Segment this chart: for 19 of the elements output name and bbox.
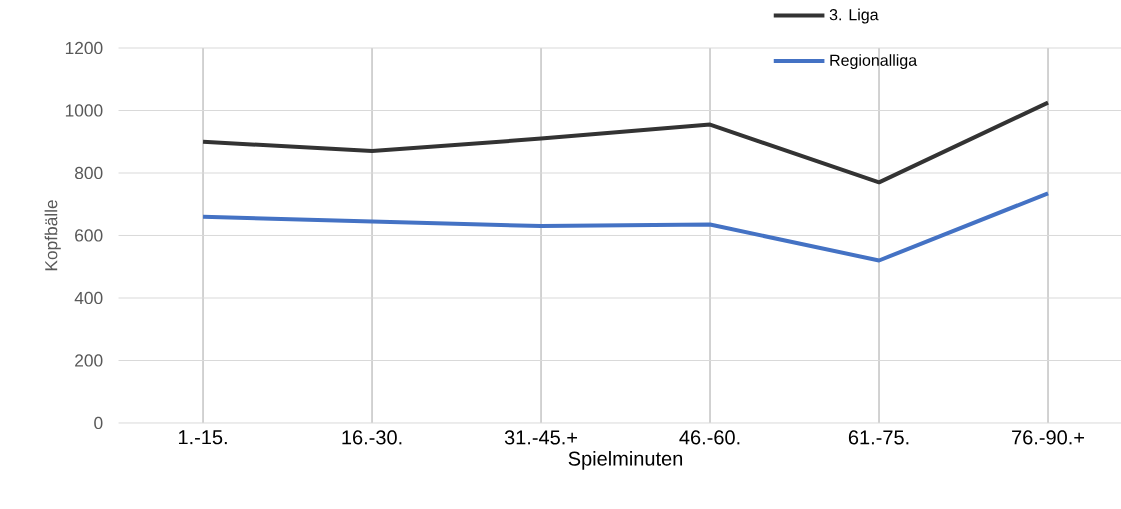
line-series [201,100,1051,185]
x-tick-label: 76.-90.+ [1012,430,1084,445]
y-tick-label: 1000 [65,104,103,117]
y-tick-label: 200 [75,354,103,367]
x-tick-label: 31.-45.+ [504,430,578,445]
y-tick-label: 1200 [65,41,103,55]
x-tick-label: 46.-60. [679,430,740,445]
y-tick-label: 600 [75,229,103,242]
x-tick-label: 61.-75. [848,430,909,445]
y-axis-title: Kopfbälle [44,200,61,271]
y-tick-label: 400 [74,291,103,305]
line-series [201,191,1051,263]
x-axis-title: Spielminuten [568,451,683,470]
y-tick-label: 0 [94,416,103,430]
legend-label: Regionalliga [830,54,918,70]
legend-label: 3. Liga [829,8,879,24]
x-tick-label: 1.-15. [179,430,227,445]
y-tick-label: 800 [75,166,103,180]
x-tick-label: 16.-30. [342,430,402,445]
